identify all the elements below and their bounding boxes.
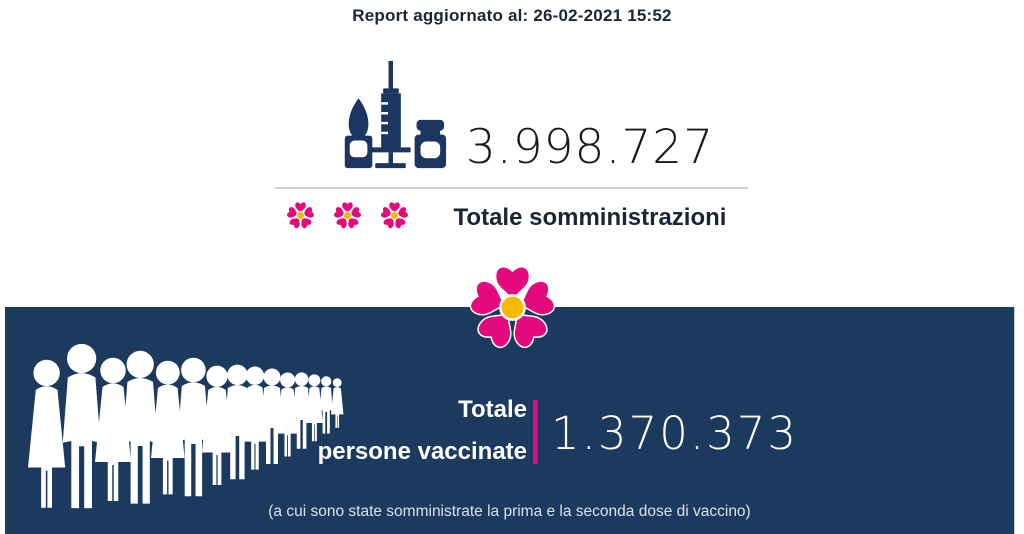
primula-flower-icon xyxy=(379,201,410,230)
vertical-divider xyxy=(533,400,538,464)
vaccine-ampoule-syringe-vial-icon xyxy=(344,60,447,169)
report-updated-text: Report aggiornato al: 26-02-2021 15:52 xyxy=(352,6,672,25)
primula-flower-icon xyxy=(285,201,316,230)
total-vaccinated-value: 1.370.373 xyxy=(551,407,799,460)
total-administrations-value: 3.998.727 xyxy=(465,120,715,175)
total-vaccinated-label: Totale persone vaccinate xyxy=(285,389,527,473)
primula-flower-icon xyxy=(332,201,363,230)
total-administrations-label: Totale somministrazioni xyxy=(453,204,727,231)
total-vaccinated-label-line2: persone vaccinate xyxy=(317,438,527,465)
total-vaccinated-label-line1: Totale xyxy=(458,396,527,423)
report-updated-header: Report aggiornato al: 26-02-2021 15:52 xyxy=(0,6,1024,26)
vaccinated-caption: (a cui sono state somministrate la prima… xyxy=(268,503,751,520)
primula-flower-icon xyxy=(467,265,558,351)
three-primula-flowers-icon xyxy=(284,199,414,233)
horizontal-divider xyxy=(275,187,748,189)
vaccinated-panel: Totale persone vaccinate 1.370.373 (a cu… xyxy=(5,307,1015,534)
